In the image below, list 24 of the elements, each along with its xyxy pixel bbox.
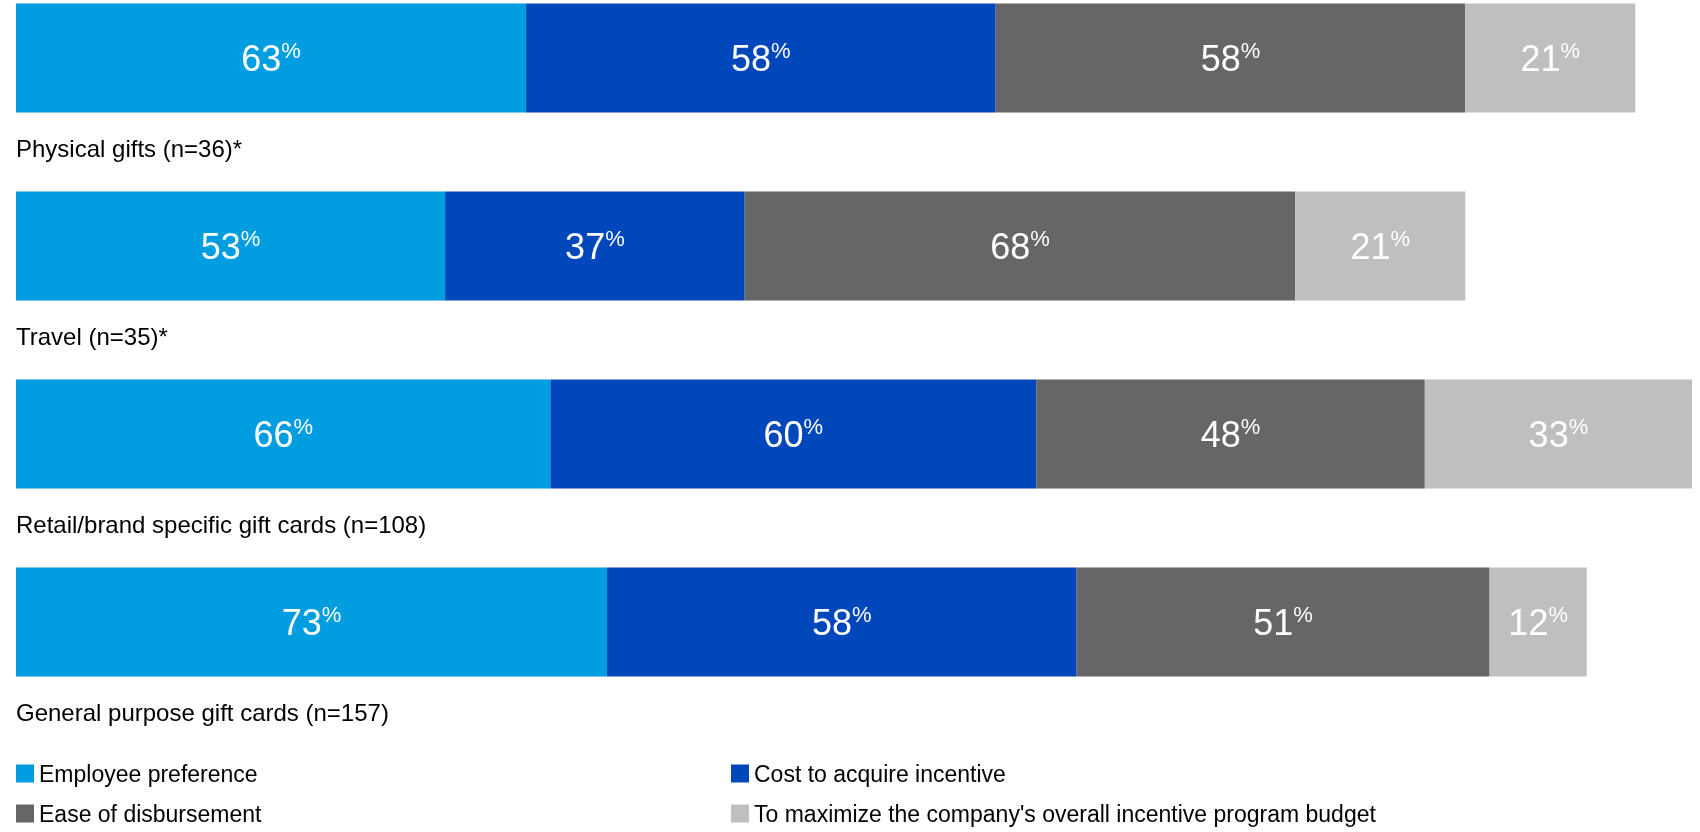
data-label: 37% (565, 225, 625, 267)
legend-label: To maximize the company's overall incentive program budget (754, 800, 1377, 827)
legend-label: Cost to acquire incentive (754, 760, 1006, 787)
data-label: 63% (241, 37, 301, 79)
data-label: 21% (1520, 37, 1581, 79)
data-label: 48% (1200, 413, 1261, 455)
data-label: 73% (281, 601, 342, 643)
data-label: 51% (1253, 601, 1313, 643)
data-label: 58% (731, 37, 791, 79)
data-label: 33% (1528, 413, 1589, 455)
data-label: 58% (812, 601, 872, 643)
y-tick-label: Retail/brand specific gift cards (n=108) (16, 510, 427, 538)
data-label: 68% (990, 225, 1050, 267)
data-label: 60% (763, 413, 824, 455)
data-label: 58% (1200, 37, 1261, 79)
data-label: 21% (1350, 225, 1411, 267)
data-label: 12% (1508, 601, 1568, 643)
y-tick-label: Physical gifts (n=36)* (16, 134, 243, 162)
y-tick-label: General purpose gift cards (n=157) (16, 698, 389, 726)
legend-label: Employee preference (39, 760, 258, 787)
data-label: 53% (200, 225, 261, 267)
y-tick-label: Travel (n=35)* (16, 322, 168, 350)
data-label: 66% (253, 413, 313, 455)
legend-label: Ease of disbursement (39, 800, 263, 827)
